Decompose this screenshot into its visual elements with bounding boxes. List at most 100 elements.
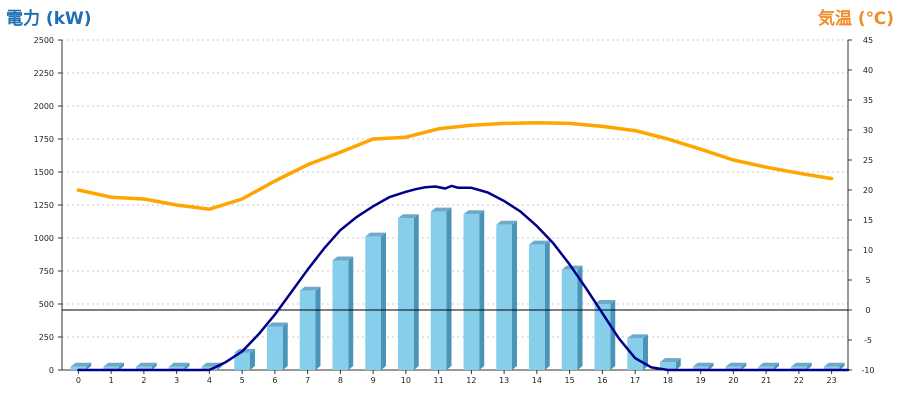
- x-tick-label: 1: [109, 376, 114, 385]
- power-line: [77, 184, 850, 372]
- x-tick-label: 8: [338, 376, 343, 385]
- y-tick-label-left: 1750: [34, 135, 54, 144]
- y-tick-label-left: 250: [39, 333, 54, 342]
- bar-front: [561, 269, 578, 370]
- bar: [692, 362, 714, 370]
- y-tick-label-left: 1000: [34, 234, 54, 243]
- bar-top: [103, 362, 124, 367]
- bar-side: [118, 362, 124, 370]
- bar-top: [529, 240, 550, 245]
- bar-front: [430, 211, 447, 370]
- bar-front: [136, 366, 152, 370]
- bar-side: [151, 362, 157, 370]
- bar-side: [86, 362, 92, 370]
- bar-front: [660, 362, 676, 370]
- bar-side: [413, 214, 419, 370]
- bar-side: [511, 220, 517, 370]
- x-tick-label: 3: [174, 376, 179, 385]
- bar: [496, 220, 517, 370]
- x-tick-label: 4: [207, 376, 212, 385]
- bar-front: [332, 260, 349, 370]
- bar-front: [365, 236, 381, 370]
- bar-top: [332, 256, 354, 261]
- y-tick-label-right: 20: [863, 186, 873, 195]
- y-tick-label-right: 40: [863, 66, 873, 75]
- y-tick-label-left: 500: [39, 300, 54, 309]
- bar-top: [136, 362, 157, 367]
- bar-front: [725, 366, 742, 370]
- x-tick-label: 18: [663, 376, 673, 385]
- x-tick-label: 9: [371, 376, 376, 385]
- x-tick-label: 16: [597, 376, 607, 385]
- x-tick-label: 21: [761, 376, 771, 385]
- y-tick-label-right: 5: [865, 276, 870, 285]
- bar: [660, 358, 681, 370]
- bar-front: [398, 218, 414, 370]
- y-tick-label-left: 2500: [34, 36, 54, 45]
- bar-front: [299, 290, 316, 370]
- x-tick-label: 19: [696, 376, 706, 385]
- bar-top: [299, 286, 321, 291]
- x-tick-label: 13: [499, 376, 509, 385]
- bar-front: [692, 366, 709, 370]
- y-tick-label-left: 1500: [34, 168, 54, 177]
- x-tick-label: 15: [565, 376, 575, 385]
- bar-top: [430, 207, 452, 212]
- bar-top: [660, 358, 681, 363]
- bar-side: [544, 240, 550, 370]
- bar-side: [675, 358, 681, 370]
- bar: [725, 362, 747, 370]
- x-tick-label: 11: [434, 376, 444, 385]
- bar: [561, 265, 583, 370]
- y-tick-label-right: 45: [863, 36, 873, 45]
- bar-side: [380, 232, 386, 370]
- x-tick-label: 17: [630, 376, 640, 385]
- bar-side: [315, 286, 321, 370]
- bar-top: [627, 334, 648, 339]
- y-tick-label-left: 750: [39, 267, 54, 276]
- bar-side: [577, 265, 583, 370]
- bar: [168, 362, 190, 370]
- bar-top: [398, 214, 419, 219]
- y-tick-label-right: 35: [863, 96, 873, 105]
- bar-side: [708, 362, 714, 370]
- bar-front: [70, 366, 87, 370]
- bar-side: [741, 362, 747, 370]
- bar-top: [725, 362, 747, 367]
- bar-side: [479, 210, 485, 370]
- x-tick-label: 12: [466, 376, 476, 385]
- bar: [332, 256, 354, 370]
- bar: [529, 240, 550, 370]
- y-tick-label-left: 1250: [34, 201, 54, 210]
- bar-front: [529, 244, 545, 370]
- bar-front: [103, 366, 119, 370]
- y-tick-label-right: -10: [861, 366, 874, 375]
- y-tick-label-right: 10: [863, 246, 873, 255]
- bar-front: [496, 224, 512, 370]
- y-tick-label-right: 25: [863, 156, 873, 165]
- y-tick-label-left: 2000: [34, 102, 54, 111]
- x-tick-label: 23: [827, 376, 837, 385]
- bar-front: [758, 366, 774, 370]
- bar-top: [758, 362, 779, 367]
- bar-side: [446, 207, 452, 370]
- y-axis-title-right: 気温 (℃): [817, 9, 894, 29]
- bar-front: [168, 366, 185, 370]
- x-tick-label: 22: [794, 376, 804, 385]
- x-tick-label: 5: [240, 376, 245, 385]
- bar-front: [201, 366, 218, 370]
- bar-side: [839, 362, 845, 370]
- bar: [136, 362, 157, 370]
- x-tick-label: 6: [272, 376, 277, 385]
- x-tick-label: 7: [305, 376, 310, 385]
- temperature-line: [76, 121, 834, 211]
- bar-top: [168, 362, 190, 367]
- bar-front: [267, 326, 283, 370]
- bar: [430, 207, 452, 370]
- x-tick-label: 0: [76, 376, 81, 385]
- bar-front: [463, 214, 480, 370]
- bar: [463, 210, 485, 370]
- bar-top: [692, 362, 714, 367]
